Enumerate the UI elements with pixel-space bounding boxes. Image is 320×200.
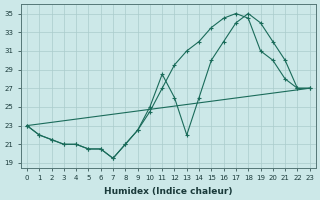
X-axis label: Humidex (Indice chaleur): Humidex (Indice chaleur) xyxy=(104,187,233,196)
